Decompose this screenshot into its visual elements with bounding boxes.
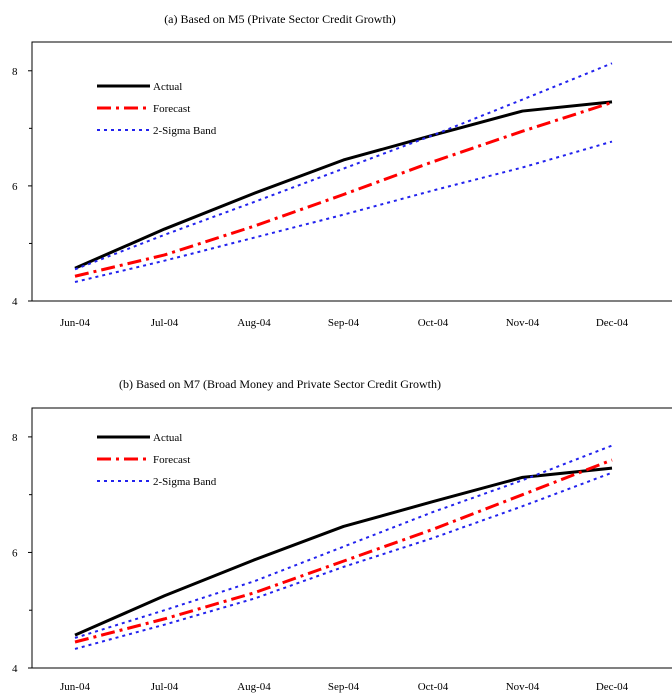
chart-b-ytick-label: 8 — [12, 432, 18, 444]
chart-a-xtick-label: Aug-04 — [237, 317, 271, 329]
chart-a-xtick-label: Jul-04 — [151, 317, 179, 329]
chart-b-ytick-label: 6 — [12, 547, 18, 559]
chart-a-xtick-label: Sep-04 — [328, 317, 360, 329]
chart-b-series-forecast-1 — [74, 458, 613, 644]
chart-b-series-actual-0 — [74, 466, 613, 637]
chart-b-xtick-label: Jun-04 — [60, 681, 90, 693]
chart-a-ytick-label: 8 — [12, 66, 18, 78]
chart-a-legend-label: 2-Sigma Band — [153, 125, 217, 137]
chart-b-legend-label: Forecast — [153, 454, 190, 466]
chart-b-legend-label: Actual — [153, 432, 182, 444]
chart-a-legend-label: Forecast — [153, 103, 190, 115]
chart-a-ytick-label: 4 — [12, 296, 18, 308]
chart-a-xtick-label: Dec-04 — [596, 317, 629, 329]
chart-a-xtick-label: Oct-04 — [418, 317, 449, 329]
chart-b-xtick-label: Sep-04 — [328, 681, 360, 693]
chart-a-title: (a) Based on M5 (Private Sector Credit G… — [164, 12, 396, 26]
chart-a-ytick-label: 6 — [12, 181, 18, 193]
chart-a-series-2-sigma-band-2 — [74, 62, 613, 271]
chart-b-xtick-label: Aug-04 — [237, 681, 271, 693]
chart-a-series-actual-0 — [74, 100, 613, 270]
chart-a-series-lower-band-3 — [74, 140, 613, 283]
chart-a-frame — [31, 41, 672, 302]
chart-a-xtick-label: Jun-04 — [60, 317, 90, 329]
chart-a-xtick-label: Nov-04 — [506, 317, 540, 329]
chart-b-series-lower-band-3 — [74, 471, 613, 650]
chart-b-title: (b) Based on M7 (Broad Money and Private… — [119, 377, 441, 391]
chart-b-xtick-label: Nov-04 — [506, 681, 540, 693]
chart-b-xtick-label: Dec-04 — [596, 681, 629, 693]
chart-b-xtick-label: Oct-04 — [418, 681, 449, 693]
chart-b-ytick-label: 4 — [12, 663, 18, 675]
chart-b-legend-label: 2-Sigma Band — [153, 476, 217, 488]
chart-b-series-2-sigma-band-2 — [74, 444, 613, 639]
chart-a-series-forecast-1 — [74, 101, 613, 278]
chart-a-legend-label: Actual — [153, 81, 182, 93]
chart-b-xtick-label: Jul-04 — [151, 681, 179, 693]
chart-b-frame — [31, 407, 672, 669]
